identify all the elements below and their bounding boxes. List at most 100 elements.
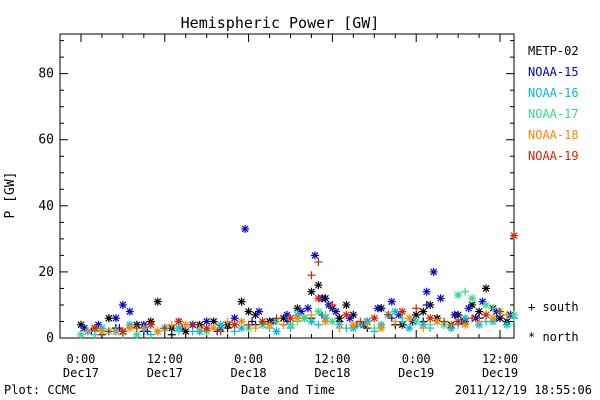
north-point: [237, 317, 246, 326]
north-point: [426, 314, 435, 323]
star-marker-d2: [105, 314, 113, 322]
plot-frame: [59, 33, 515, 339]
south-point: [195, 324, 204, 333]
north-point: [349, 320, 358, 329]
star-marker-d2: [175, 318, 183, 325]
north-point: [314, 281, 323, 290]
north-point: [153, 297, 162, 306]
star-marker-d2: [328, 318, 336, 325]
star-marker-d2: [346, 314, 354, 322]
marker-legend-entry: * north: [528, 330, 579, 344]
south-point: [132, 324, 141, 333]
south-point: [387, 314, 396, 323]
star-marker-d2: [335, 314, 343, 322]
north-point: [90, 324, 99, 333]
star-marker-d2: [311, 251, 319, 259]
y-tick-label: 0: [46, 331, 54, 346]
star-marker-d2: [245, 308, 253, 315]
north-point: [461, 320, 470, 329]
north-point: [398, 307, 407, 316]
south-point: [307, 310, 316, 319]
star-marker-d2: [451, 311, 459, 319]
north-point: [387, 297, 396, 306]
north-point: [118, 300, 127, 309]
x-tick-day: Dec18: [231, 366, 267, 380]
south-point: [412, 304, 421, 313]
south-point: [216, 327, 225, 336]
star-marker-d2: [304, 304, 312, 312]
star-marker-d2: [154, 298, 162, 306]
north-point: [342, 300, 351, 309]
marker-legend: + south * north: [528, 300, 579, 344]
star-marker-d2: [489, 314, 497, 322]
star-marker-d2: [315, 308, 322, 315]
north-point: [125, 307, 134, 316]
south-point: [391, 317, 400, 326]
star-marker-d2: [112, 314, 120, 322]
north-point: [454, 317, 463, 326]
north-point: [412, 317, 421, 326]
south-point: [328, 300, 337, 309]
north-point: [342, 310, 351, 319]
north-point: [307, 287, 316, 296]
star-marker-d2: [349, 321, 357, 329]
star-marker-d2: [119, 301, 127, 309]
north-point: [111, 314, 120, 323]
star-marker-d2: [308, 318, 315, 325]
north-point: [181, 327, 190, 336]
south-point: [342, 324, 351, 333]
star-marker-d2: [203, 324, 211, 332]
north-point: [283, 310, 291, 319]
star-marker-d2: [332, 308, 340, 315]
y-tick-label: 80: [38, 67, 54, 82]
south-point: [356, 317, 365, 326]
star-marker-d2: [454, 291, 462, 299]
north-point: [125, 324, 134, 333]
star-marker-d2: [182, 327, 190, 335]
star-marker-d2: [412, 318, 420, 325]
north-point: [104, 314, 113, 323]
north-point: [482, 310, 491, 319]
x-tick-day: Dec17: [147, 366, 183, 380]
north-point: [328, 317, 337, 326]
south-point: [363, 320, 372, 329]
star-marker-d2: [405, 324, 413, 332]
south-point: [83, 327, 92, 336]
star-marker-d2: [238, 324, 246, 332]
legend-entry: METP-02: [528, 44, 579, 58]
north-point: [209, 324, 218, 333]
star-marker-d2: [391, 308, 399, 315]
x-tick-day: Dec17: [63, 366, 99, 380]
north-point: [300, 314, 309, 323]
star-marker-d2: [182, 321, 190, 329]
x-tick-time: 0:00: [67, 352, 96, 366]
south-point: [384, 310, 393, 319]
north-point: [258, 317, 267, 326]
star-marker-d2: [342, 311, 350, 319]
star-marker-d2: [266, 321, 273, 329]
legend-entry: NOAA-18: [528, 128, 579, 142]
x-tick-time: 0:00: [402, 352, 431, 366]
south-point: [223, 317, 232, 326]
south-point: [174, 327, 183, 336]
star-marker-d2: [126, 324, 134, 332]
legend-entry: NOAA-15: [528, 65, 579, 79]
north-point: [310, 251, 319, 260]
north-point: [303, 304, 312, 313]
north-point: [293, 314, 302, 323]
north-point: [76, 330, 85, 339]
north-point: [482, 300, 491, 309]
legend-entry: NOAA-16: [528, 86, 579, 100]
star-marker-d2: [412, 311, 420, 319]
north-point: [237, 297, 246, 306]
star-marker-d2: [510, 311, 518, 319]
y-tick-label: 20: [38, 265, 54, 280]
south-point: [307, 271, 316, 280]
star-marker-d2: [77, 331, 85, 339]
star-marker-d2: [294, 304, 301, 312]
north-point: [391, 307, 400, 316]
north-point: [503, 320, 512, 329]
north-point: [272, 327, 281, 336]
star-marker-d2: [238, 298, 246, 306]
north-point: [146, 320, 155, 329]
